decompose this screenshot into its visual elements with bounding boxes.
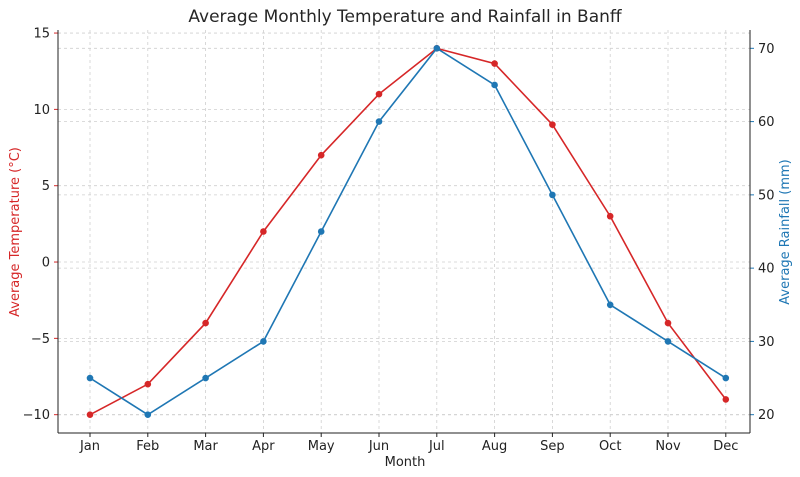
temperature-point — [664, 319, 672, 327]
x-tick-label: Mar — [193, 439, 218, 454]
x-tick-label: Jun — [368, 439, 389, 454]
rainfall-point — [606, 301, 614, 309]
x-tick-label: Dec — [713, 439, 738, 454]
rainfall-point — [202, 374, 209, 382]
x-tick-label: Sep — [540, 439, 565, 454]
rainfall-point — [549, 191, 556, 199]
temperature-point — [86, 411, 94, 418]
x-axis-label: Month — [385, 455, 426, 470]
temperature-point — [260, 228, 267, 235]
x-tick-label: Jan — [79, 439, 100, 454]
y-right-tick-label: 50 — [758, 188, 775, 203]
axes: Jan Feb Mar Apr May Jun Jul Aug Sep Oct Nov Dec −10 −… — [23, 27, 775, 454]
temperature-line — [89, 47, 727, 416]
y-left-tick-label: 0 — [42, 256, 50, 271]
y-right-tick-label: 20 — [758, 408, 775, 423]
y-left-tick-label: 15 — [33, 27, 50, 42]
temperature-point — [491, 60, 498, 67]
temperature-point — [549, 121, 556, 128]
temperature-point — [606, 212, 614, 220]
grid — [58, 30, 750, 433]
x-tick-label: Oct — [599, 439, 621, 454]
rainfall-point — [375, 118, 383, 125]
temperature-point — [375, 90, 383, 98]
y-left-axis-label: Average Temperature (°C) — [8, 147, 23, 317]
temperature-point — [202, 319, 209, 327]
chart-title: Average Monthly Temperature and Rainfall… — [188, 7, 623, 27]
rainfall-point — [86, 374, 94, 382]
y-right-axis-label: Average Rainfall (mm) — [778, 159, 793, 304]
rainfall-point — [664, 338, 672, 345]
x-tick-label: Aug — [482, 439, 507, 454]
rainfall-point — [722, 374, 730, 382]
y-right-tick-label: 60 — [758, 115, 775, 130]
rainfall-point — [317, 228, 325, 235]
rainfall-point — [260, 338, 267, 345]
x-tick-label: May — [308, 439, 335, 454]
y-left-tick-label: 5 — [42, 179, 50, 194]
y-right-tick-label: 40 — [758, 262, 775, 277]
temperature-point — [317, 151, 325, 159]
y-left-tick-label: −10 — [23, 408, 50, 423]
y-right-tick-label: 30 — [758, 335, 775, 350]
series-layer — [86, 45, 730, 418]
x-tick-label: Apr — [252, 439, 275, 454]
x-tick-label: Nov — [655, 439, 681, 454]
temperature-point — [722, 396, 730, 403]
y-right-tick-label: 70 — [758, 42, 775, 57]
x-tick-label: Jul — [428, 439, 445, 454]
rainfall-point — [144, 411, 152, 418]
rainfall-line — [89, 47, 727, 416]
x-tick-label: Feb — [136, 439, 159, 454]
rainfall-point — [433, 45, 441, 52]
rainfall-point — [491, 81, 498, 89]
temperature-point — [144, 380, 152, 388]
y-left-tick-label: −5 — [31, 332, 50, 347]
y-left-tick-label: 10 — [33, 103, 50, 118]
